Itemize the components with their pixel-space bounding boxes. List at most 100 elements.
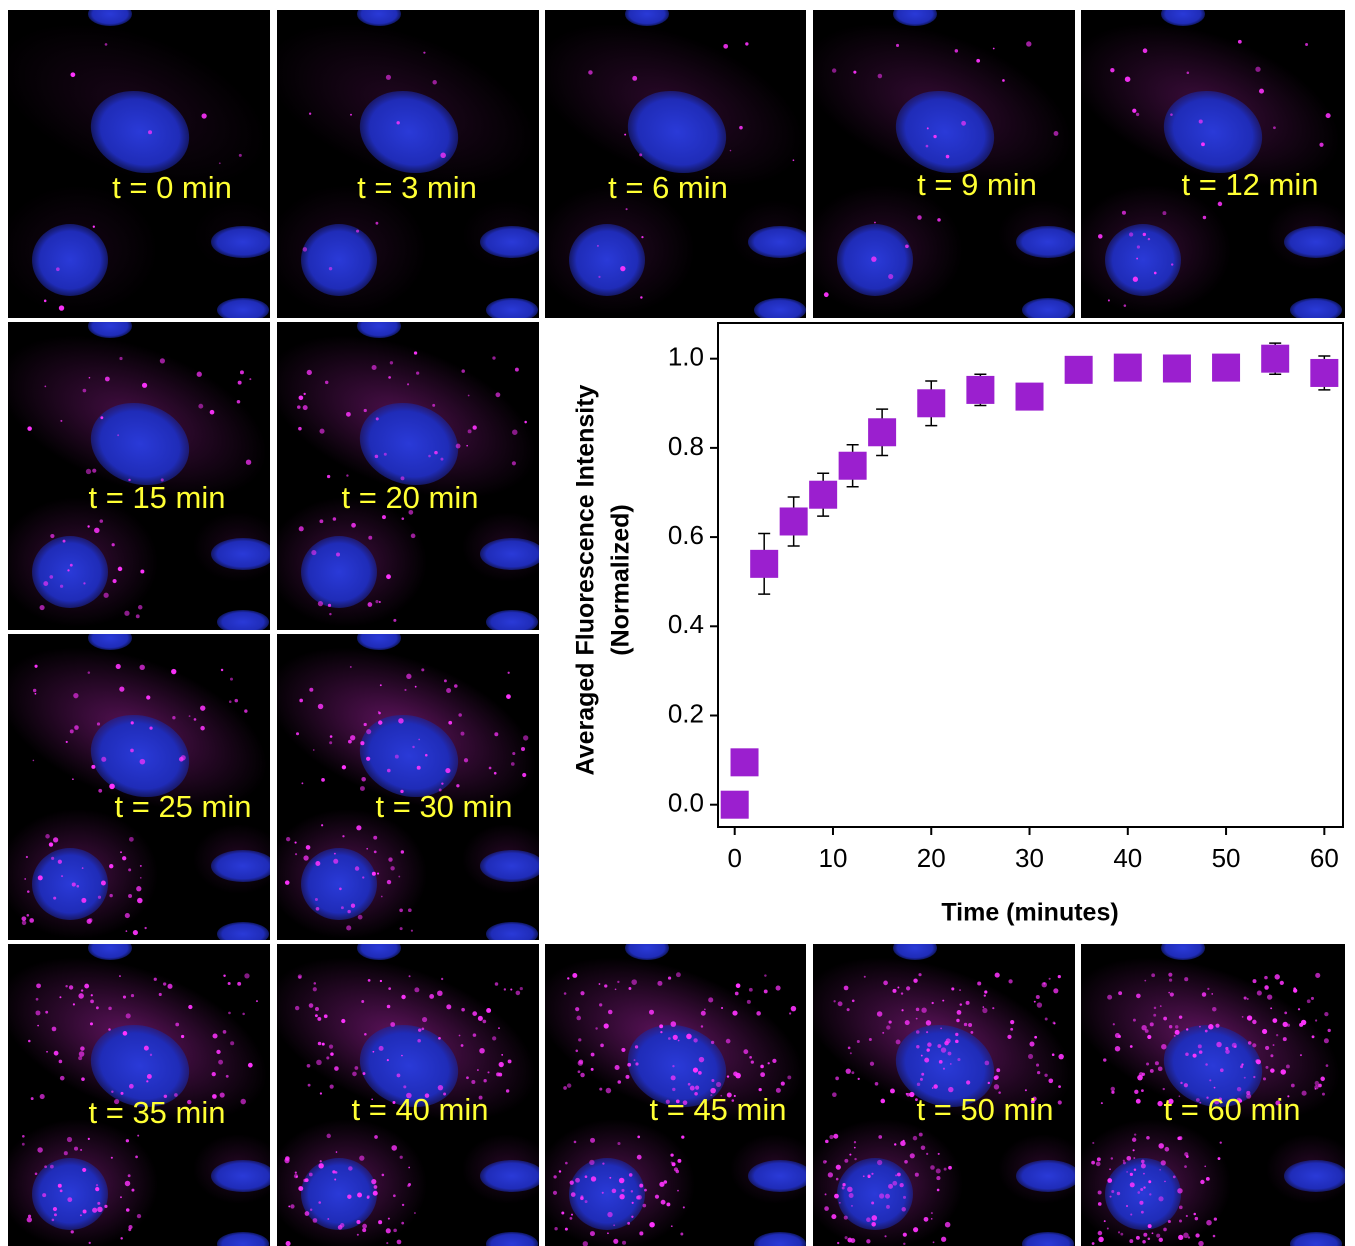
punctum xyxy=(1107,1178,1113,1183)
punctum xyxy=(111,1090,114,1094)
punctum xyxy=(137,897,143,904)
punctum xyxy=(298,1186,304,1191)
micrograph xyxy=(277,944,539,1246)
punctum xyxy=(657,980,663,986)
punctum xyxy=(921,1072,925,1076)
data-point xyxy=(1212,353,1241,382)
punctum xyxy=(1136,993,1141,999)
punctum xyxy=(326,1056,330,1060)
punctum xyxy=(915,1098,918,1102)
micrograph xyxy=(8,944,270,1246)
punctum xyxy=(618,1177,625,1184)
punctum xyxy=(97,1201,101,1205)
punctum xyxy=(108,1028,111,1031)
punctum xyxy=(404,688,407,692)
punctum xyxy=(366,729,372,735)
punctum xyxy=(940,1027,943,1030)
punctum xyxy=(631,1201,634,1204)
punctum xyxy=(1107,994,1113,1000)
nucleus xyxy=(301,536,377,608)
punctum xyxy=(866,1217,871,1223)
punctum xyxy=(681,1135,685,1139)
punctum xyxy=(1153,1006,1157,1010)
punctum xyxy=(926,1152,929,1155)
punctum xyxy=(1153,1013,1157,1017)
punctum xyxy=(780,1081,785,1086)
punctum xyxy=(666,1202,671,1207)
punctum xyxy=(95,1186,100,1192)
punctum xyxy=(1095,1161,1101,1167)
punctum xyxy=(1206,1096,1209,1099)
punctum xyxy=(1187,1236,1191,1239)
punctum xyxy=(85,468,92,475)
punctum xyxy=(96,722,101,726)
punctum xyxy=(1310,996,1314,1000)
punctum xyxy=(1112,1023,1115,1026)
punctum xyxy=(108,1006,112,1011)
punctum xyxy=(1325,113,1331,119)
punctum xyxy=(466,444,468,447)
punctum xyxy=(483,1079,487,1083)
punctum xyxy=(512,751,516,756)
punctum xyxy=(333,852,336,855)
punctum xyxy=(201,113,207,119)
punctum xyxy=(228,700,232,704)
punctum xyxy=(294,1171,297,1174)
punctum xyxy=(670,1161,673,1164)
punctum xyxy=(984,990,988,994)
punctum xyxy=(948,1086,954,1093)
punctum xyxy=(132,930,138,936)
punctum xyxy=(1241,1063,1244,1066)
punctum xyxy=(1091,1160,1095,1165)
punctum xyxy=(337,1225,343,1230)
punctum xyxy=(1048,1078,1054,1084)
nucleus xyxy=(357,10,401,26)
punctum xyxy=(294,1005,300,1011)
punctum xyxy=(619,1194,625,1200)
punctum xyxy=(1246,1090,1251,1096)
punctum xyxy=(36,983,41,989)
data-point xyxy=(966,375,995,404)
panel-label: t = 9 min xyxy=(917,167,1037,202)
punctum xyxy=(380,895,383,898)
punctum xyxy=(290,1204,295,1209)
punctum xyxy=(1111,1090,1115,1094)
punctum xyxy=(461,369,465,373)
punctum xyxy=(1167,1219,1171,1224)
punctum xyxy=(710,1087,716,1094)
punctum xyxy=(336,552,341,557)
punctum xyxy=(835,1177,839,1181)
micrograph xyxy=(1081,10,1345,318)
punctum xyxy=(503,988,507,991)
punctum xyxy=(188,1004,193,1010)
punctum xyxy=(461,1007,465,1012)
punctum xyxy=(896,1172,901,1177)
nucleus xyxy=(1161,944,1205,960)
punctum xyxy=(53,1213,57,1217)
nucleus xyxy=(32,1158,108,1230)
punctum xyxy=(519,986,523,991)
punctum xyxy=(617,980,620,984)
punctum xyxy=(1178,1015,1183,1019)
punctum xyxy=(328,266,333,271)
punctum xyxy=(1252,1043,1257,1048)
punctum xyxy=(240,1098,246,1105)
punctum xyxy=(896,43,900,47)
punctum xyxy=(698,1056,705,1063)
punctum xyxy=(1135,1098,1141,1104)
punctum xyxy=(1129,1172,1133,1176)
punctum xyxy=(111,543,115,547)
punctum xyxy=(748,987,753,992)
punctum xyxy=(333,858,339,864)
punctum xyxy=(347,1194,352,1199)
punctum xyxy=(408,509,414,515)
punctum xyxy=(403,1085,407,1089)
punctum xyxy=(89,1022,93,1026)
x-tick-label: 0 xyxy=(727,843,741,873)
nucleus xyxy=(1290,1232,1342,1246)
punctum xyxy=(26,1217,32,1223)
punctum xyxy=(413,351,418,355)
data-point xyxy=(1015,382,1044,411)
punctum xyxy=(923,1216,929,1222)
punctum xyxy=(1199,1025,1201,1028)
